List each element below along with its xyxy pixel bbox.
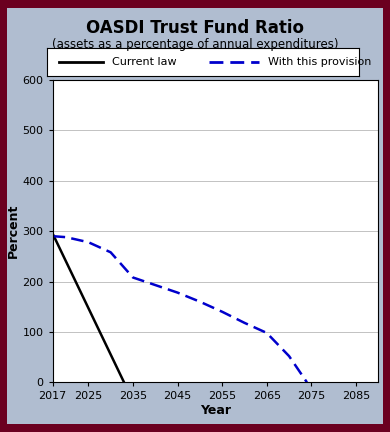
- Text: (assets as a percentage of annual expenditures): (assets as a percentage of annual expend…: [52, 38, 338, 51]
- Text: With this provision: With this provision: [268, 57, 372, 67]
- X-axis label: Year: Year: [200, 404, 231, 417]
- Y-axis label: Percent: Percent: [7, 204, 20, 258]
- Text: OASDI Trust Fund Ratio: OASDI Trust Fund Ratio: [86, 19, 304, 38]
- Text: Current law: Current law: [112, 57, 177, 67]
